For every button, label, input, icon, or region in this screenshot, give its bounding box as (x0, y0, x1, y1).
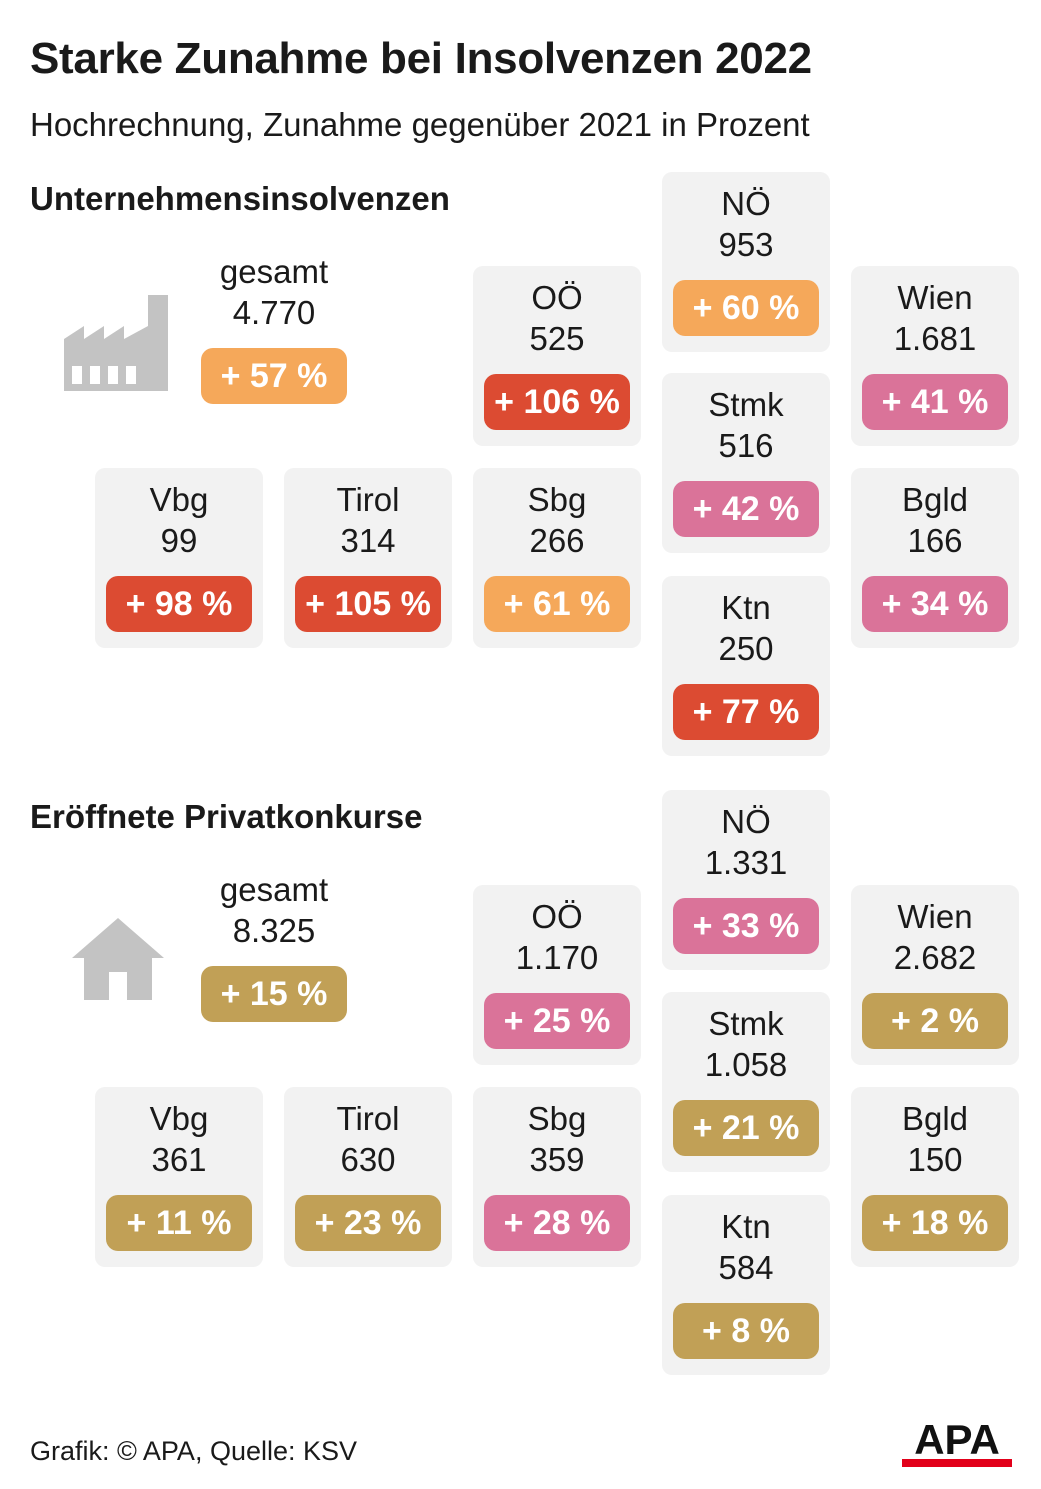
region-name: Vbg (149, 1100, 209, 1137)
region-name: Wien (897, 279, 973, 316)
region-name: NÖ (721, 185, 771, 222)
region-name: Bgld (901, 481, 969, 518)
region-count: 2.682 (893, 939, 977, 976)
total-change-badge: + 57 % (201, 348, 347, 404)
region-count: 1.170 (515, 939, 599, 976)
total-label: gesamt (219, 253, 329, 290)
region-name: Ktn (721, 1208, 771, 1245)
region-tile-tirol: Tirol 314 + 105 % (284, 468, 452, 648)
region-tile-sbg: Sbg 359 + 28 % (473, 1087, 641, 1267)
total-change-badge: + 15 % (201, 966, 347, 1022)
region-tile-noe: NÖ 953 + 60 % (662, 172, 830, 352)
total-count: 4.770 (232, 294, 316, 331)
region-name: Vbg (149, 481, 209, 518)
region-name: OÖ (531, 898, 583, 935)
change-badge: + 11 % (106, 1195, 252, 1251)
apa-logo-text: APA (914, 1416, 1000, 1463)
region-tile-ooe: OÖ 1.170 + 25 % (473, 885, 641, 1065)
change-badge: + 61 % (484, 576, 630, 632)
region-tile-wien: Wien 1.681 + 41 % (851, 266, 1019, 446)
infographic-title: Starke Zunahme bei Insolvenzen 2022 (30, 34, 812, 83)
region-tile-noe: NÖ 1.331 + 33 % (662, 790, 830, 970)
source-credit: Grafik: © APA, Quelle: KSV (30, 1436, 358, 1466)
region-tile-bgld: Bgld 166 + 34 % (851, 468, 1019, 648)
change-badge: + 106 % (484, 374, 630, 430)
change-badge: + 33 % (673, 898, 819, 954)
change-badge: + 21 % (673, 1100, 819, 1156)
region-count: 516 (718, 427, 774, 464)
region-count: 1.331 (704, 844, 788, 881)
change-badge: + 25 % (484, 993, 630, 1049)
region-name: Sbg (527, 481, 587, 518)
region-name: Wien (897, 898, 973, 935)
region-count: 584 (718, 1249, 774, 1286)
region-count: 361 (151, 1141, 207, 1178)
region-count: 99 (160, 522, 198, 559)
region-count: 166 (907, 522, 963, 559)
region-name: Bgld (901, 1100, 969, 1137)
region-tile-stmk: Stmk 516 + 42 % (662, 373, 830, 553)
region-count: 266 (529, 522, 585, 559)
factory-icon (64, 295, 168, 391)
total-card: gesamt 4.770 + 57 % (190, 252, 358, 432)
change-badge: + 8 % (673, 1303, 819, 1359)
region-tile-bgld: Bgld 150 + 18 % (851, 1087, 1019, 1267)
change-badge: + 18 % (862, 1195, 1008, 1251)
region-name: Tirol (336, 1100, 400, 1137)
section-title: Unternehmensinsolvenzen (30, 180, 450, 217)
infographic-subtitle: Hochrechnung, Zunahme gegenüber 2021 in … (30, 106, 810, 143)
total-count: 8.325 (232, 912, 316, 949)
region-count: 953 (718, 226, 774, 263)
change-badge: + 34 % (862, 576, 1008, 632)
change-badge: + 98 % (106, 576, 252, 632)
region-name: Stmk (708, 386, 784, 423)
section-title: Eröffnete Privatkonkurse (30, 798, 423, 835)
change-badge: + 105 % (295, 576, 441, 632)
change-badge: + 42 % (673, 481, 819, 537)
change-badge: + 28 % (484, 1195, 630, 1251)
region-name: Stmk (708, 1005, 784, 1042)
region-count: 250 (718, 630, 774, 667)
change-badge: + 77 % (673, 684, 819, 740)
region-count: 525 (529, 320, 585, 357)
change-badge: + 60 % (673, 280, 819, 336)
region-name: Ktn (721, 589, 771, 626)
region-tile-sbg: Sbg 266 + 61 % (473, 468, 641, 648)
region-tile-stmk: Stmk 1.058 + 21 % (662, 992, 830, 1172)
total-label: gesamt (219, 871, 329, 908)
region-count: 314 (340, 522, 396, 559)
region-name: Tirol (336, 481, 400, 518)
region-count: 1.058 (704, 1046, 788, 1083)
region-name: NÖ (721, 803, 771, 840)
apa-logo: APA (902, 1416, 1012, 1467)
region-tile-ooe: OÖ 525 + 106 % (473, 266, 641, 446)
region-tile-ktn: Ktn 250 + 77 % (662, 576, 830, 756)
region-count: 359 (529, 1141, 585, 1178)
change-badge: + 2 % (862, 993, 1008, 1049)
region-tile-tirol: Tirol 630 + 23 % (284, 1087, 452, 1267)
region-tile-vbg: Vbg 361 + 11 % (95, 1087, 263, 1267)
region-tile-vbg: Vbg 99 + 98 % (95, 468, 263, 648)
region-tile-ktn: Ktn 584 + 8 % (662, 1195, 830, 1375)
house-icon (72, 918, 164, 1000)
change-badge: + 41 % (862, 374, 1008, 430)
region-name: Sbg (527, 1100, 587, 1137)
region-count: 630 (340, 1141, 396, 1178)
region-tile-wien: Wien 2.682 + 2 % (851, 885, 1019, 1065)
change-badge: + 23 % (295, 1195, 441, 1251)
region-name: OÖ (531, 279, 583, 316)
region-count: 150 (907, 1141, 963, 1178)
region-count: 1.681 (893, 320, 977, 357)
total-card: gesamt 8.325 + 15 % (190, 870, 358, 1050)
